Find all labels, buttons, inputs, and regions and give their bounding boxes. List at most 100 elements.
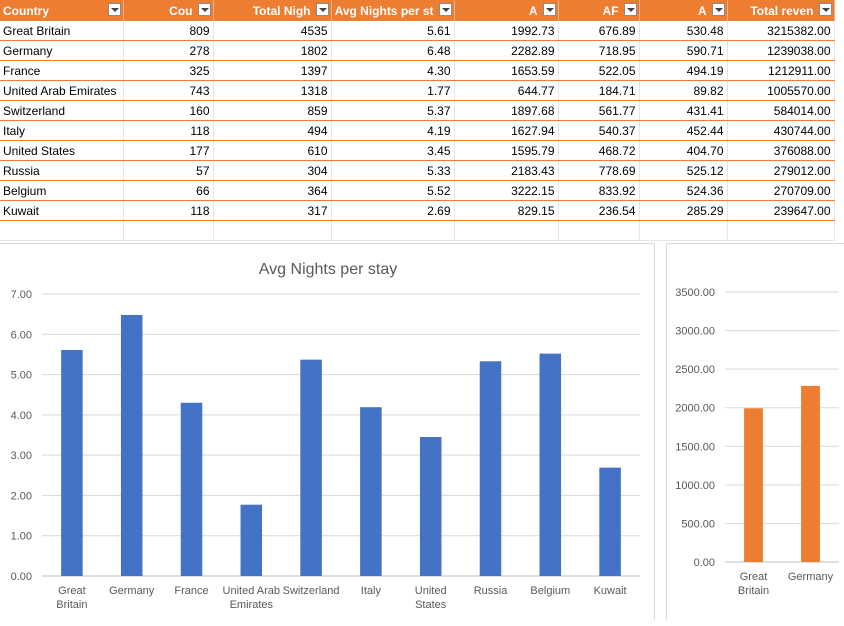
table-cell[interactable]: 2.69 xyxy=(331,200,455,221)
table-cell[interactable]: 270709.00 xyxy=(727,180,835,201)
filter-dropdown-icon[interactable] xyxy=(107,3,121,16)
table-cell[interactable]: 1627.94 xyxy=(454,120,559,141)
empty-cell[interactable] xyxy=(213,220,332,241)
table-cell[interactable]: 494 xyxy=(213,120,332,141)
table-cell[interactable]: 1595.79 xyxy=(454,140,559,161)
table-cell[interactable]: 468.72 xyxy=(558,140,640,161)
table-cell[interactable]: 494.19 xyxy=(639,60,728,81)
y-tick-label: 7.00 xyxy=(11,289,32,301)
table-cell[interactable]: 279012.00 xyxy=(727,160,835,181)
empty-cell[interactable] xyxy=(639,220,728,241)
table-cell[interactable]: 809 xyxy=(123,21,214,41)
table-cell[interactable]: 5.33 xyxy=(331,160,455,181)
table-cell[interactable]: 530.48 xyxy=(639,21,728,41)
table-cell[interactable]: 4.19 xyxy=(331,120,455,141)
table-cell[interactable]: 304 xyxy=(213,160,332,181)
table-cell[interactable]: 364 xyxy=(213,180,332,201)
adr-chart[interactable]: 0.00 500.00 1000.00 1500.00 2000.00 2500.00 30… xyxy=(667,243,844,620)
table-cell[interactable]: 778.69 xyxy=(558,160,640,181)
table-cell[interactable]: 376088.00 xyxy=(727,140,835,161)
table-cell[interactable]: 1239038.00 xyxy=(727,40,835,61)
table-cell[interactable]: 1318 xyxy=(213,80,332,101)
empty-cell[interactable] xyxy=(454,220,559,241)
table-cell[interactable]: 524.36 xyxy=(639,180,728,201)
table-cell[interactable]: 118 xyxy=(123,120,214,141)
empty-cell[interactable] xyxy=(0,220,124,241)
empty-cell[interactable] xyxy=(727,220,835,241)
table-cell[interactable]: 2282.89 xyxy=(454,40,559,61)
table-cell[interactable]: Switzerland xyxy=(0,100,124,121)
table-cell[interactable]: 5.52 xyxy=(331,180,455,201)
table-cell[interactable]: 278 xyxy=(123,40,214,61)
table-cell[interactable]: 430744.00 xyxy=(727,120,835,141)
table-cell[interactable]: 236.54 xyxy=(558,200,640,221)
table-cell[interactable]: 1992.73 xyxy=(454,21,559,41)
table-cell[interactable]: 1653.59 xyxy=(454,60,559,81)
table-cell[interactable]: 3215382.00 xyxy=(727,21,835,41)
table-cell[interactable]: 2183.43 xyxy=(454,160,559,181)
table-cell[interactable]: 676.89 xyxy=(558,21,640,41)
avg-nights-chart[interactable]: Avg Nights per stay 0.00 1.00 2.00 3.00 4.00 5… xyxy=(0,243,655,620)
table-cell[interactable]: 57 xyxy=(123,160,214,181)
table-cell[interactable]: 89.82 xyxy=(639,80,728,101)
table-cell[interactable]: France xyxy=(0,60,124,81)
table-cell[interactable]: 644.77 xyxy=(454,80,559,101)
table-cell[interactable]: Germany xyxy=(0,40,124,61)
table-cell[interactable]: 285.29 xyxy=(639,200,728,221)
table-cell[interactable]: 610 xyxy=(213,140,332,161)
table-cell[interactable]: 184.71 xyxy=(558,80,640,101)
table-cell[interactable]: 525.12 xyxy=(639,160,728,181)
empty-cell[interactable] xyxy=(558,220,640,241)
table-cell[interactable]: 540.37 xyxy=(558,120,640,141)
table-cell[interactable]: 584014.00 xyxy=(727,100,835,121)
table-cell[interactable]: 160 xyxy=(123,100,214,121)
empty-cell[interactable] xyxy=(331,220,455,241)
table-cell[interactable]: Italy xyxy=(0,120,124,141)
table-cell[interactable]: 1897.68 xyxy=(454,100,559,121)
table-cell[interactable]: 1005570.00 xyxy=(727,80,835,101)
table-cell[interactable]: Great Britain xyxy=(0,21,124,41)
filter-dropdown-icon[interactable] xyxy=(315,3,329,16)
table-cell[interactable]: United States xyxy=(0,140,124,161)
table-cell[interactable]: 118 xyxy=(123,200,214,221)
table-cell[interactable]: 1397 xyxy=(213,60,332,81)
filter-dropdown-icon[interactable] xyxy=(818,3,832,16)
bar xyxy=(479,361,502,576)
table-cell[interactable]: United Arab Emirates xyxy=(0,80,124,101)
filter-dropdown-icon[interactable] xyxy=(438,3,452,16)
table-cell[interactable]: 859 xyxy=(213,100,332,121)
table-cell[interactable]: 3.45 xyxy=(331,140,455,161)
table-cell[interactable]: 177 xyxy=(123,140,214,161)
table-cell[interactable]: 5.61 xyxy=(331,21,455,41)
filter-dropdown-icon[interactable] xyxy=(623,3,637,16)
filter-dropdown-icon[interactable] xyxy=(542,3,556,16)
table-cell[interactable]: Russia xyxy=(0,160,124,181)
table-cell[interactable]: 452.44 xyxy=(639,120,728,141)
table-cell[interactable]: 66 xyxy=(123,180,214,201)
filter-dropdown-icon[interactable] xyxy=(197,3,211,16)
table-cell[interactable]: 833.92 xyxy=(558,180,640,201)
table-cell[interactable]: Kuwait xyxy=(0,200,124,221)
table-cell[interactable]: 1.77 xyxy=(331,80,455,101)
table-cell[interactable]: Belgium xyxy=(0,180,124,201)
table-cell[interactable]: 317 xyxy=(213,200,332,221)
table-cell[interactable]: 404.70 xyxy=(639,140,728,161)
table-cell[interactable]: 522.05 xyxy=(558,60,640,81)
filter-dropdown-icon[interactable] xyxy=(711,3,725,16)
table-cell[interactable]: 829.15 xyxy=(454,200,559,221)
table-cell[interactable]: 431.41 xyxy=(639,100,728,121)
table-cell[interactable]: 239647.00 xyxy=(727,200,835,221)
table-cell[interactable]: 325 xyxy=(123,60,214,81)
table-cell[interactable]: 4.30 xyxy=(331,60,455,81)
table-cell[interactable]: 6.48 xyxy=(331,40,455,61)
table-cell[interactable]: 561.77 xyxy=(558,100,640,121)
table-cell[interactable]: 718.95 xyxy=(558,40,640,61)
table-cell[interactable]: 590.71 xyxy=(639,40,728,61)
table-cell[interactable]: 3222.15 xyxy=(454,180,559,201)
empty-cell[interactable] xyxy=(123,220,214,241)
table-cell[interactable]: 4535 xyxy=(213,21,332,41)
table-cell[interactable]: 5.37 xyxy=(331,100,455,121)
table-cell[interactable]: 1802 xyxy=(213,40,332,61)
table-cell[interactable]: 743 xyxy=(123,80,214,101)
table-cell[interactable]: 1212911.00 xyxy=(727,60,835,81)
